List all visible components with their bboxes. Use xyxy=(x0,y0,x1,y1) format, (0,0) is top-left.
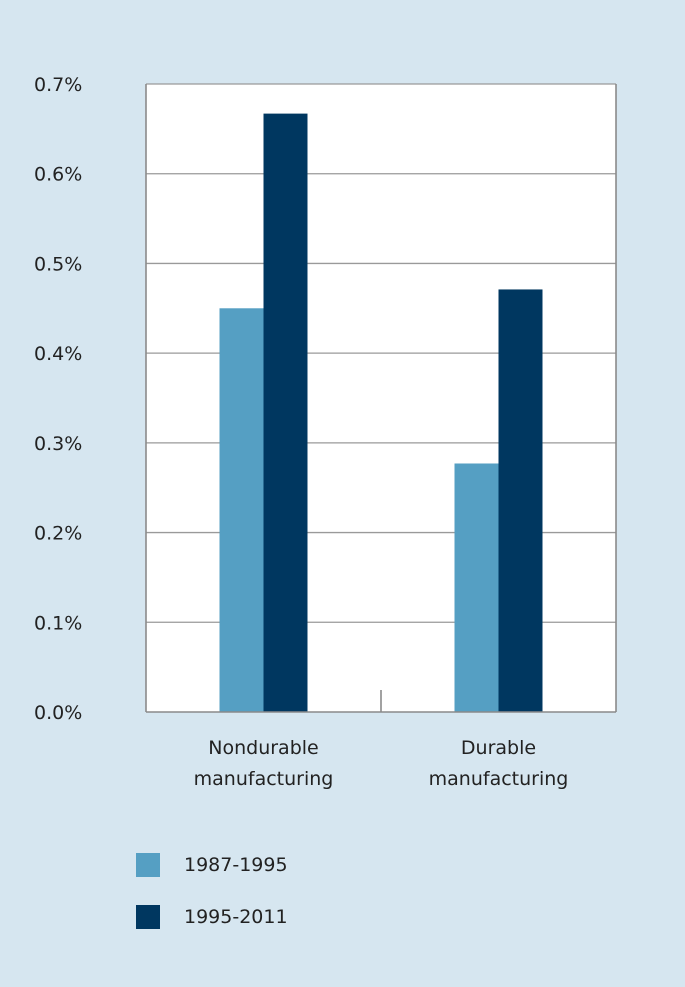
y-tick-label: 0.6% xyxy=(34,164,82,186)
y-tick-label: 0.2% xyxy=(34,523,82,545)
y-tick-label: 0.7% xyxy=(34,74,82,96)
x-category-label: Durable xyxy=(461,737,536,759)
x-category-labels: Nondurable manufacturing Durable manufactur… xyxy=(194,737,569,790)
y-tick-label: 0.3% xyxy=(34,433,82,455)
x-category-label: manufacturing xyxy=(429,768,569,790)
x-category-label: manufacturing xyxy=(194,768,334,790)
bar xyxy=(219,308,264,712)
legend-item-1995-2011: 1995-2011 xyxy=(136,902,288,932)
legend-label: 1995-2011 xyxy=(184,906,288,928)
x-category-label: Nondurable xyxy=(208,737,318,759)
bar xyxy=(454,463,499,712)
legend-item-1987-1995: 1987-1995 xyxy=(136,850,288,880)
bar xyxy=(498,289,543,712)
bar xyxy=(263,113,308,712)
y-tick-labels: 0.0% 0.1% 0.2% 0.3% 0.4% 0.5% 0.6% 0.7% xyxy=(34,74,82,724)
plot-area xyxy=(146,84,616,712)
y-tick-label: 0.0% xyxy=(34,702,82,724)
y-tick-label: 0.5% xyxy=(34,253,82,275)
y-tick-label: 0.1% xyxy=(34,612,82,634)
legend: 1987-1995 1995-2011 xyxy=(136,850,288,954)
bars xyxy=(219,113,543,712)
legend-swatch xyxy=(136,853,160,877)
y-tick-label: 0.4% xyxy=(34,343,82,365)
axes xyxy=(145,84,617,713)
legend-label: 1987-1995 xyxy=(184,854,288,876)
legend-swatch xyxy=(136,905,160,929)
